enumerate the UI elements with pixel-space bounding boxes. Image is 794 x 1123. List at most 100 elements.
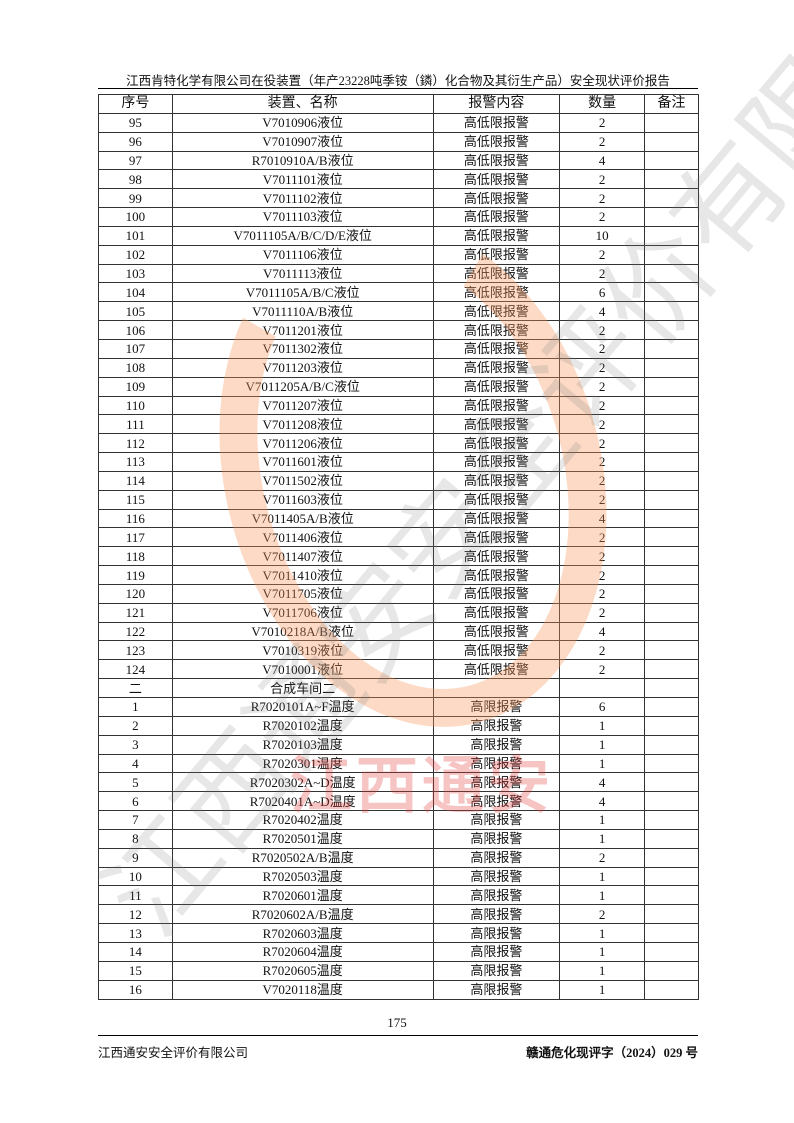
cell-remark (644, 169, 699, 190)
table-row: 123 V7010319液位 高低限报警 2 (98, 640, 699, 661)
cell-qty: 10 (559, 225, 646, 246)
cell-remark (644, 753, 699, 774)
cell-remark (644, 565, 699, 585)
cell-remark (644, 150, 699, 171)
cell-qty: 2 (559, 640, 646, 661)
cell-seq: 16 (98, 979, 173, 1000)
cell-device: V7011207液位 (171, 395, 434, 416)
cell-alarm: 高限报警 (432, 828, 561, 849)
cell-remark (644, 715, 699, 736)
cell-device: R7020101A~F温度 (171, 697, 434, 717)
cell-qty: 1 (559, 715, 646, 736)
cell-device: V7010906液位 (171, 112, 434, 133)
cell-seq: 15 (98, 960, 173, 981)
cell-remark (644, 772, 699, 793)
cell-qty: 4 (559, 301, 646, 322)
table-row: 10 R7020503温度 高限报警 1 (98, 866, 699, 887)
cell-alarm: 高低限报警 (432, 320, 561, 340)
cell-seq: 107 (98, 338, 173, 359)
cell-qty: 2 (559, 263, 646, 284)
cell-qty: 2 (559, 433, 646, 454)
table-row: 121 V7011706液位 高低限报警 2 (98, 602, 699, 623)
cell-qty: 2 (559, 489, 646, 510)
cell-remark (644, 791, 699, 812)
cell-seq: 110 (98, 395, 173, 416)
cell-qty: 2 (559, 169, 646, 190)
cell-seq: 117 (98, 527, 173, 548)
table-row: 96 V7010907液位 高低限报警 2 (98, 131, 699, 152)
cell-device: V7011601液位 (171, 452, 434, 472)
table-row: 124 V7010001液位 高低限报警 2 (98, 659, 699, 680)
cell-seq: 11 (98, 885, 173, 906)
table-row: 14 R7020604温度 高限报警 1 (98, 941, 699, 962)
cell-remark (644, 452, 699, 472)
table-row: 6 R7020401A~D温度 高限报警 4 (98, 791, 699, 812)
cell-seq: 112 (98, 433, 173, 454)
cell-alarm: 高低限报警 (432, 546, 561, 567)
cell-alarm: 高低限报警 (432, 357, 561, 378)
cell-alarm: 高低限报警 (432, 225, 561, 246)
cell-remark (644, 357, 699, 378)
cell-qty: 2 (559, 527, 646, 548)
cell-device: R7020501温度 (171, 828, 434, 849)
cell-alarm: 高低限报警 (432, 338, 561, 359)
table-row: 95 V7010906液位 高低限报警 2 (98, 112, 699, 133)
cell-device: R7020603温度 (171, 923, 434, 943)
cell-remark (644, 414, 699, 435)
table-row: 5 R7020302A~D温度 高限报警 4 (98, 772, 699, 793)
cell-alarm: 高低限报警 (432, 565, 561, 585)
table-row: 8 R7020501温度 高限报警 1 (98, 828, 699, 849)
table-row: 2 R7020102温度 高限报警 1 (98, 715, 699, 736)
cell-alarm: 高低限报警 (432, 131, 561, 152)
cell-seq: 114 (98, 470, 173, 491)
cell-remark (644, 527, 699, 548)
table-row: 117 V7011406液位 高低限报警 2 (98, 527, 699, 548)
table-row: 4 R7020301温度 高限报警 1 (98, 753, 699, 774)
cell-seq: 99 (98, 188, 173, 209)
table-row: 109 V7011205A/B/C液位 高低限报警 2 (98, 376, 699, 397)
cell-qty: 1 (559, 734, 646, 755)
cell-qty: 2 (559, 357, 646, 378)
cell-seq: 109 (98, 376, 173, 397)
table-row: 98 V7011101液位 高低限报警 2 (98, 169, 699, 190)
cell-alarm: 高低限报警 (432, 301, 561, 322)
cell-qty (559, 678, 646, 698)
cell-alarm: 高限报警 (432, 810, 561, 830)
table-row: 16 V7020118温度 高限报警 1 (98, 979, 699, 1000)
cell-remark (644, 583, 699, 604)
cell-qty: 2 (559, 659, 646, 680)
cell-qty: 2 (559, 376, 646, 397)
cell-remark (644, 131, 699, 152)
cell-seq: 116 (98, 508, 173, 529)
cell-remark (644, 207, 699, 227)
cell-qty: 6 (559, 697, 646, 717)
cell-qty: 2 (559, 188, 646, 209)
cell-alarm: 高低限报警 (432, 602, 561, 623)
cell-seq: 13 (98, 923, 173, 943)
cell-alarm: 高低限报警 (432, 527, 561, 548)
cell-qty: 2 (559, 338, 646, 359)
cell-seq: 118 (98, 546, 173, 567)
cell-qty: 1 (559, 979, 646, 1000)
table-row: 13 R7020603温度 高限报警 1 (98, 923, 699, 943)
cell-qty: 2 (559, 244, 646, 265)
cell-device: V7011101液位 (171, 169, 434, 190)
cell-device: V7011102液位 (171, 188, 434, 209)
cell-remark (644, 282, 699, 303)
cell-device: R7020402温度 (171, 810, 434, 830)
cell-qty: 1 (559, 810, 646, 830)
table-row: 108 V7011203液位 高低限报警 2 (98, 357, 699, 378)
cell-seq: 103 (98, 263, 173, 284)
table-row: 104 V7011105A/B/C液位 高低限报警 6 (98, 282, 699, 303)
cell-qty: 2 (559, 131, 646, 152)
cell-seq: 113 (98, 452, 173, 472)
table-row: 115 V7011603液位 高低限报警 2 (98, 489, 699, 510)
cell-alarm: 高低限报警 (432, 169, 561, 190)
cell-device: R7020605温度 (171, 960, 434, 981)
page-number: 175 (387, 1015, 407, 1030)
table-row: 112 V7011206液位 高低限报警 2 (98, 433, 699, 454)
cell-device: V7020118温度 (171, 979, 434, 1000)
table-row: 12 R7020602A/B温度 高限报警 2 (98, 904, 699, 925)
cell-device: V7011208液位 (171, 414, 434, 435)
cell-device: R7020102温度 (171, 715, 434, 736)
